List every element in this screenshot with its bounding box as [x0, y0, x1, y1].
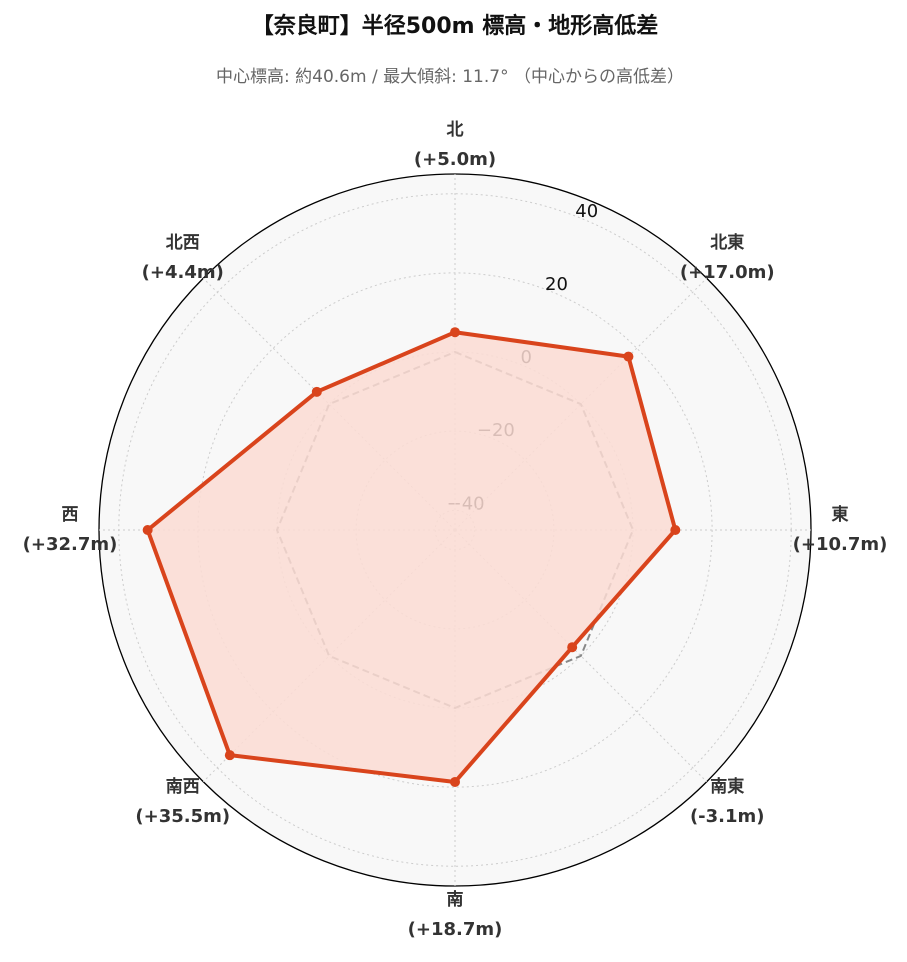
- series-area: [147, 332, 676, 782]
- category-label: 西: [62, 505, 79, 525]
- value-label: (-3.1m): [690, 806, 765, 827]
- data-point: [623, 351, 634, 362]
- value-label: (+35.5m): [135, 806, 230, 827]
- data-point: [567, 642, 578, 653]
- grid-spoke: [454, 529, 708, 783]
- value-label: (+10.7m): [793, 534, 888, 555]
- category-label: 北: [447, 120, 464, 140]
- data-point: [224, 750, 235, 761]
- grid-spoke: [454, 277, 708, 531]
- data-point: [670, 525, 681, 535]
- data-point: [311, 386, 322, 397]
- value-label: (+5.0m): [414, 149, 496, 170]
- category-label: 北東: [710, 232, 744, 253]
- value-label: (+4.4m): [142, 262, 224, 283]
- grid-spoke: [202, 277, 456, 531]
- grid-circle: [197, 272, 713, 788]
- value-label: (+17.0m): [680, 262, 775, 283]
- data-point: [450, 776, 460, 787]
- category-label: 南西: [166, 776, 200, 797]
- y-tick-label: 40: [575, 201, 598, 222]
- data-point: [450, 327, 460, 338]
- y-tick-label: 20: [545, 274, 568, 295]
- chart-title: 【奈良町】半径500m 標高・地形高低差: [252, 13, 659, 39]
- category-label: 南: [447, 889, 464, 910]
- category-label: 北西: [166, 233, 200, 253]
- data-point: [142, 525, 153, 535]
- category-label: 東: [832, 504, 849, 525]
- category-label: 南東: [710, 776, 744, 797]
- chart-subtitle: 中心標高: 約40.6m / 最大傾斜: 11.7° （中心からの高低差）: [216, 67, 684, 87]
- value-label: (+18.7m): [408, 919, 503, 940]
- value-label: (+32.7m): [23, 534, 118, 555]
